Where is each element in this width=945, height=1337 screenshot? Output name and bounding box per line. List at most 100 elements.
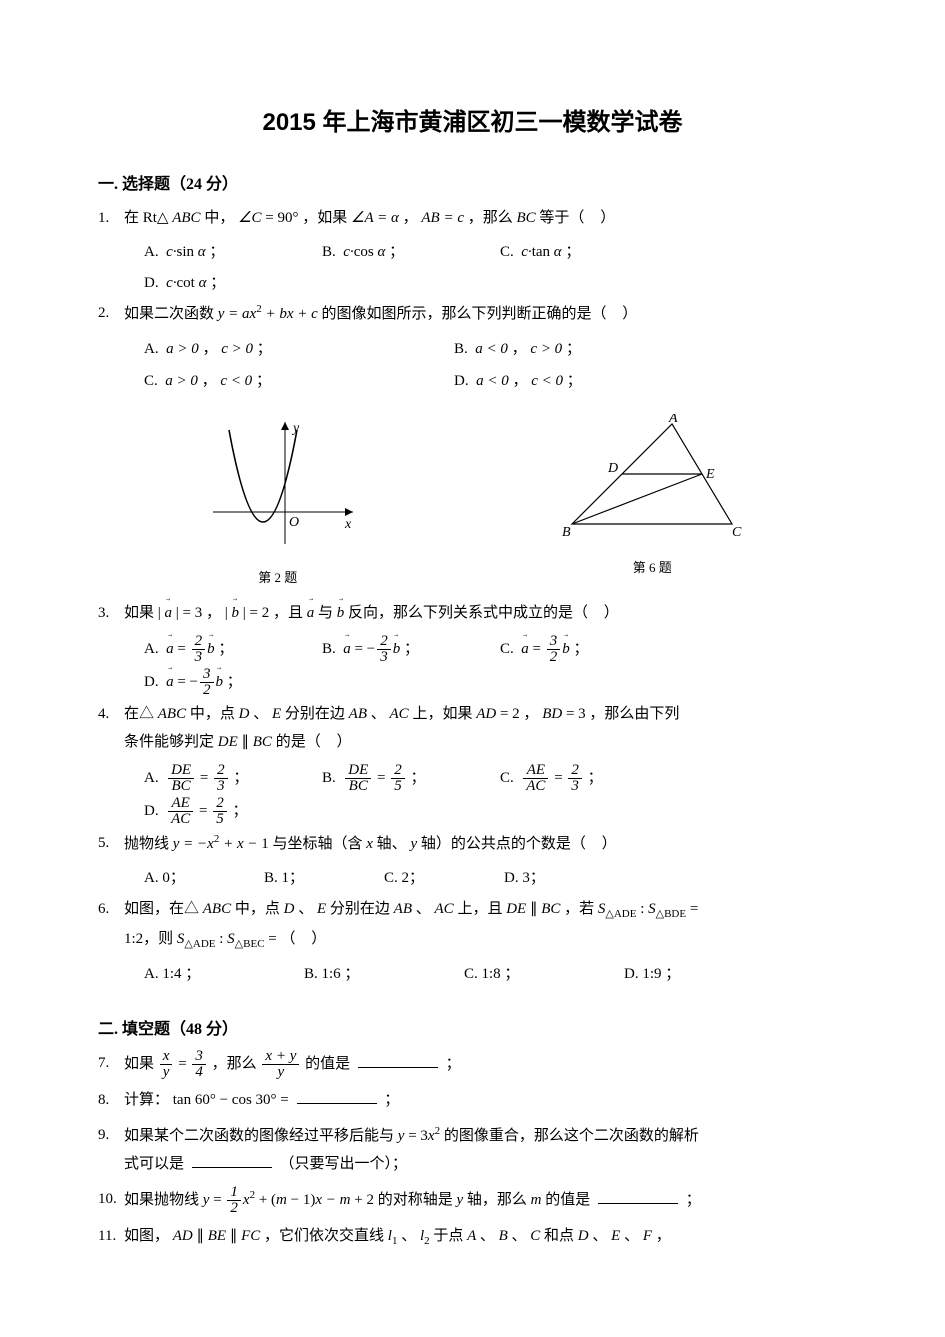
q2-optB: B. a < 0 ， c > 0 ；	[454, 335, 764, 364]
q6-num: 6.	[98, 895, 124, 924]
label-E: E	[705, 467, 715, 482]
q1-optD: D. c·cot α ；	[144, 269, 312, 298]
q6-tc: 、	[298, 901, 313, 917]
q1-td: ，	[403, 210, 418, 226]
q8-num: 8.	[98, 1086, 124, 1115]
q10-ta: 如果抛物线	[124, 1192, 199, 1208]
q4-td: 分别在边	[285, 706, 345, 722]
question-1: 1. 在 Rt△ ABC 中， ∠C = 90° ，如果 ∠A = α ， AB…	[98, 204, 847, 233]
q1-te: ，那么	[468, 210, 513, 226]
q4-t2: 条件能够判定	[124, 734, 214, 750]
q7-tb: ，那么	[212, 1056, 257, 1072]
question-9: 9. 如果某个二次函数的图像经过平移后能与 y = 3x2 的图像重合，那么这个…	[98, 1121, 847, 1179]
q1-optB: B. c·cos α ；	[322, 238, 490, 267]
q4-ta: 在△	[124, 706, 154, 722]
q7-td: ；	[446, 1056, 461, 1072]
q2-optC: C. a > 0 ， c < 0 ；	[144, 367, 454, 396]
q3-td: 与	[318, 605, 333, 621]
q11-tb: ，它们依次交直线	[264, 1228, 384, 1244]
q11-ta: 如图，	[124, 1228, 169, 1244]
q4-te: 、	[371, 706, 386, 722]
q8-tb: ；	[384, 1092, 399, 1108]
q6-t2a: 1:2，则	[124, 931, 173, 947]
label-B: B	[562, 525, 571, 540]
y-axis-label: y	[291, 421, 300, 436]
q1-num: 1.	[98, 204, 124, 233]
q9-ta: 如果某个二次函数的图像经过平移后能与	[124, 1128, 394, 1144]
q2-t3: ）	[622, 306, 637, 322]
q6-te: 、	[416, 901, 431, 917]
question-11: 11. 如图， AD ∥ BE ∥ FC ，它们依次交直线 l1 、 l2 于点…	[98, 1222, 847, 1252]
q1-optA: A. c·sin α ；	[144, 238, 312, 267]
q8-ta: 计算：	[124, 1092, 169, 1108]
page-title: 2015 年上海市黄浦区初三一模数学试卷	[98, 100, 847, 146]
q4-tb: 中，点	[190, 706, 235, 722]
q10-num: 10.	[98, 1185, 124, 1214]
label-A: A	[668, 414, 678, 426]
q2-options: A. a > 0 ， c > 0 ； B. a < 0 ， c > 0 ； C.…	[144, 335, 847, 400]
q4-optC: C. AEAC = 23 ；	[500, 763, 668, 794]
q11-ti: 、	[624, 1228, 639, 1244]
question-7: 7. 如果 xy = 34 ，那么 x + yy 的值是 ；	[98, 1049, 847, 1080]
x-axis-label: x	[344, 517, 352, 532]
question-2: 2. 如果二次函数 y = ax2 + bx + c 的图像如图所示，那么下列判…	[98, 299, 847, 329]
q6-t2c: ）	[311, 931, 326, 947]
q10-tb: 的对称轴是	[378, 1192, 453, 1208]
q1-body: 在 Rt△ ABC 中， ∠C = 90° ，如果 ∠A = α ， AB = …	[124, 204, 847, 233]
q10-tc: 轴，那么	[467, 1192, 527, 1208]
q9-tb: 的图像重合，那么这个二次函数的解析	[444, 1128, 699, 1144]
q10-td: 的值是	[545, 1192, 590, 1208]
q4-tg: ，	[523, 706, 538, 722]
question-6: 6. 如图，在△ ABC 中，点 D 、 E 分别在边 AB 、 AC 上，且 …	[98, 895, 847, 955]
q3-tb: ，	[206, 605, 221, 621]
q6-optB: B. 1:6 ；	[304, 960, 454, 989]
q11-body: 如图， AD ∥ BE ∥ FC ，它们依次交直线 l1 、 l2 于点 A 、…	[124, 1222, 847, 1252]
q5-optC: C. 2；	[384, 864, 494, 893]
section-a-title: 一. 选择题（24 分）	[98, 170, 847, 200]
q6-t2b: （	[281, 931, 296, 947]
label-D: D	[607, 461, 618, 476]
figure-6: A B C D E 第 6 题	[552, 414, 752, 591]
triangle-svg: A B C D E	[552, 414, 752, 544]
q3-optC: C. a = 32b ；	[500, 634, 668, 665]
q11-tc: 、	[401, 1228, 416, 1244]
q9-t2a: 式可以是	[124, 1156, 184, 1172]
q6-body: 如图，在△ ABC 中，点 D 、 E 分别在边 AB 、 AC 上，且 DE …	[124, 895, 847, 955]
q4-optB: B. DEBC = 25 ；	[322, 763, 490, 794]
q2-optD: D. a < 0 ， c < 0 ；	[454, 367, 764, 396]
question-10: 10. 如果抛物线 y = 12x2 + (m − 1)x − m + 2 的对…	[98, 1185, 847, 1216]
q4-tf: 上，如果	[412, 706, 472, 722]
q11-num: 11.	[98, 1222, 124, 1251]
q5-ta: 抛物线	[124, 836, 169, 852]
q11-th: 、	[592, 1228, 607, 1244]
q11-tj: ，	[656, 1228, 671, 1244]
q3-num: 3.	[98, 599, 124, 628]
q1-options: A. c·sin α ； B. c·cos α ； C. c·tan α ； D…	[144, 238, 847, 299]
q11-tf: 、	[512, 1228, 527, 1244]
q1-ta: 在 Rt△	[124, 210, 168, 226]
q1-tg: ）	[600, 210, 615, 226]
question-5: 5. 抛物线 y = −x2 + x − 1 与坐标轴（含 x 轴、 y 轴）的…	[98, 829, 847, 859]
label-C: C	[732, 525, 742, 540]
q8-body: 计算： tan 60° − cos 30° = ；	[124, 1086, 847, 1115]
q4-tc: 、	[253, 706, 268, 722]
q6-optA: A. 1:4 ；	[144, 960, 294, 989]
q3-ta: 如果	[124, 605, 154, 621]
q2-body: 如果二次函数 y = ax2 + bx + c 的图像如图所示，那么下列判断正确…	[124, 299, 847, 329]
q4-body: 在△ ABC 中，点 D 、 E 分别在边 AB 、 AC 上，如果 AD = …	[124, 700, 847, 757]
q4-optD: D. AEAC = 25 ；	[144, 796, 312, 827]
q3-body: 如果 | a | = 3 ， | b | = 2 ，且 a 与 b 反向，那么下…	[124, 599, 847, 628]
q4-optA: A. DEBC = 23 ；	[144, 763, 312, 794]
q5-tc: 轴、	[377, 836, 407, 852]
q5-tb: 与坐标轴（含	[272, 836, 362, 852]
q7-body: 如果 xy = 34 ，那么 x + yy 的值是 ；	[124, 1049, 847, 1080]
question-3: 3. 如果 | a | = 3 ， | b | = 2 ，且 a 与 b 反向，…	[98, 599, 847, 628]
q5-options: A. 0； B. 1； C. 2； D. 3；	[144, 864, 847, 895]
figure-2: O x y 第 2 题	[193, 414, 363, 591]
figure-row: O x y 第 2 题 A B C D E 第 6 题	[98, 414, 847, 591]
q4-options: A. DEBC = 23 ； B. DEBC = 25 ； C. AEAC = …	[144, 763, 847, 829]
fig2-caption: 第 2 题	[193, 566, 363, 591]
q6-tg: ，若	[564, 901, 594, 917]
q7-ta: 如果	[124, 1056, 154, 1072]
q3-te: 反向，那么下列关系式中成立的是（	[348, 605, 588, 621]
